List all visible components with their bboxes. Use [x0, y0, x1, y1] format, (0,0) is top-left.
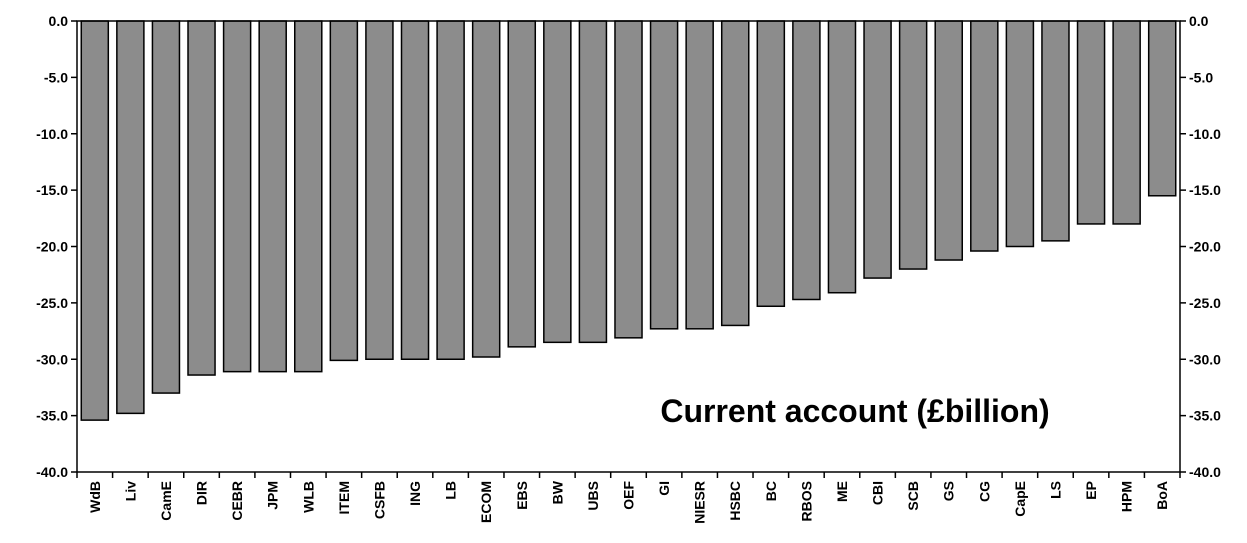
bar-lb: [436, 20, 465, 360]
category-label-gs: GS: [941, 481, 957, 501]
category-label-bw: BW: [549, 480, 565, 504]
category-label-ebs: EBS: [514, 481, 530, 510]
category-label-cebr: CEBR: [229, 481, 245, 521]
category-label-cg: CG: [976, 481, 992, 502]
category-label-ls: LS: [1047, 481, 1063, 499]
category-label-scb: SCB: [905, 481, 921, 511]
category-label-ep: EP: [1083, 481, 1099, 500]
y-tick-label-left: -25.0: [36, 295, 68, 311]
bar-liv: [116, 20, 145, 415]
y-tick-label-left: -5.0: [44, 69, 68, 85]
category-label-csfb: CSFB: [371, 481, 387, 519]
y-tick-label-right: -40.0: [1189, 464, 1221, 480]
category-label-hpm: HPM: [1119, 481, 1135, 512]
bar-cape: [1005, 20, 1035, 248]
category-label-ubs: UBS: [585, 481, 601, 511]
bar-cebr: [222, 20, 252, 373]
bar-wdb: [80, 20, 110, 421]
category-label-bc: BC: [763, 481, 779, 501]
category-label-lb: LB: [443, 481, 459, 500]
category-label-item: ITEM: [336, 481, 352, 514]
bar-cg: [970, 20, 999, 252]
y-tick-label-right: -35.0: [1189, 408, 1221, 424]
category-label-wdb: WdB: [87, 481, 103, 513]
bar-ecom: [471, 20, 501, 358]
category-label-liv: Liv: [122, 481, 138, 501]
bar-hpm: [1112, 20, 1141, 225]
category-label-niesr: NIESR: [692, 481, 708, 524]
bar-ep: [1076, 20, 1106, 225]
category-label-cape: CapE: [1012, 481, 1028, 517]
bar-wlb: [294, 20, 323, 373]
category-label-ecom: ECOM: [478, 481, 494, 523]
bar-came: [151, 20, 181, 394]
y-tick-label-left: -20.0: [36, 239, 68, 255]
chart-title: Current account (£billion): [660, 393, 1049, 429]
bar-gs: [934, 20, 964, 261]
y-tick-label-right: -20.0: [1189, 239, 1221, 255]
y-tick-label-left: -15.0: [36, 182, 68, 198]
y-tick-label-left: 0.0: [49, 13, 69, 29]
y-tick-label-right: -25.0: [1189, 295, 1221, 311]
bar-bw: [543, 20, 572, 344]
axes-layer: [71, 20, 1186, 478]
y-tick-label-right: -30.0: [1189, 351, 1221, 367]
bar-item: [329, 20, 359, 362]
category-label-dir: DIR: [194, 481, 210, 505]
y-tick-label-left: -35.0: [36, 408, 68, 424]
category-label-oef: OEF: [621, 481, 637, 510]
category-label-hsbc: HSBC: [727, 481, 743, 521]
y-tick-label-left: -40.0: [36, 464, 68, 480]
labels-layer: 0.0 0.0 -5.0 -5.0 -10.0 -10.0 -15.0 -15.0 -20.0 -…: [36, 13, 1221, 524]
bar-dir: [187, 20, 216, 376]
bar-cbi: [863, 20, 892, 279]
category-label-gi: GI: [656, 481, 672, 496]
y-tick-label-right: -5.0: [1189, 69, 1213, 85]
bar-rbos: [792, 20, 821, 301]
bar-csfb: [365, 20, 394, 360]
category-label-wlb: WLB: [300, 481, 316, 513]
y-tick-label-right: -10.0: [1189, 126, 1221, 142]
bar-ubs: [578, 20, 608, 344]
bar-ls: [1041, 20, 1070, 242]
bar-bc: [756, 20, 786, 308]
y-tick-label-left: -30.0: [36, 351, 68, 367]
category-label-jpm: JPM: [265, 481, 281, 510]
bar-niesr: [685, 20, 714, 330]
bar-ebs: [507, 20, 537, 348]
bar-jpm: [258, 20, 287, 373]
bar-hsbc: [720, 20, 750, 327]
bar-scb: [898, 20, 928, 270]
category-label-ing: ING: [407, 481, 423, 506]
category-label-boa: BoA: [1154, 481, 1170, 510]
bar-gi: [649, 20, 679, 330]
bar-me: [827, 20, 857, 294]
y-tick-label-right: -15.0: [1189, 182, 1221, 198]
bars-layer: [80, 20, 1177, 421]
bar-oef: [614, 20, 643, 339]
bar-boa: [1147, 20, 1177, 197]
category-label-cbi: CBI: [870, 481, 886, 505]
y-tick-label-right: 0.0: [1189, 13, 1209, 29]
category-label-came: CamE: [158, 481, 174, 521]
bar-ing: [400, 20, 430, 360]
category-label-me: ME: [834, 481, 850, 502]
category-label-rbos: RBOS: [798, 481, 814, 521]
y-tick-label-left: -10.0: [36, 126, 68, 142]
